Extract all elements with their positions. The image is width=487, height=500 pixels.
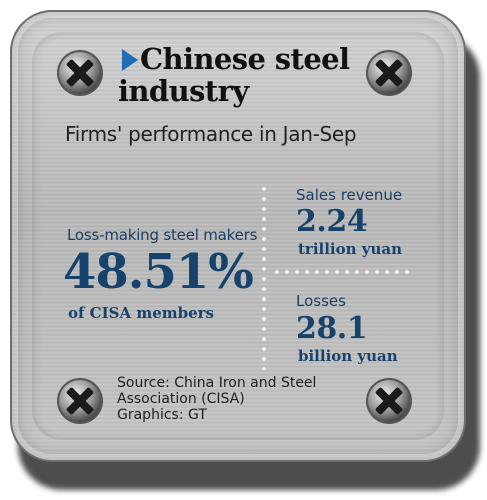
page-title: Chinese steel industry [118,42,380,107]
horizontal-dotted-divider [272,270,412,274]
sales-revenue-label: Sales revenue [296,186,403,204]
source-line-1: Source: China Iron and Steel [117,375,317,391]
loss-making-label: Loss-making steel makers [67,226,258,244]
source-credit: Source: China Iron and Steel Association… [117,375,357,423]
title-line-1: Chinese steel [140,42,350,76]
screw-icon [55,376,105,426]
subtitle: Firms' performance in Jan-Sep [65,122,357,146]
title-line-2: industry [118,74,249,108]
losses-value: 28.1 [296,311,368,346]
source-line-2: Association (CISA) [117,391,245,407]
vertical-dotted-divider [262,184,266,370]
sales-revenue-value: 2.24 [296,204,368,239]
screw-icon [364,376,414,426]
losses-label: Losses [296,292,346,310]
losses-unit: billion yuan [298,347,398,365]
source-line-3: Graphics: GT [117,407,207,423]
screw-icon [364,48,414,98]
triangle-arrow-icon [122,49,138,71]
screw-icon [55,48,105,98]
loss-making-value: 48.51% [63,244,254,300]
loss-making-sub: of CISA members [68,304,214,322]
sales-revenue-unit: trillion yuan [298,240,403,258]
